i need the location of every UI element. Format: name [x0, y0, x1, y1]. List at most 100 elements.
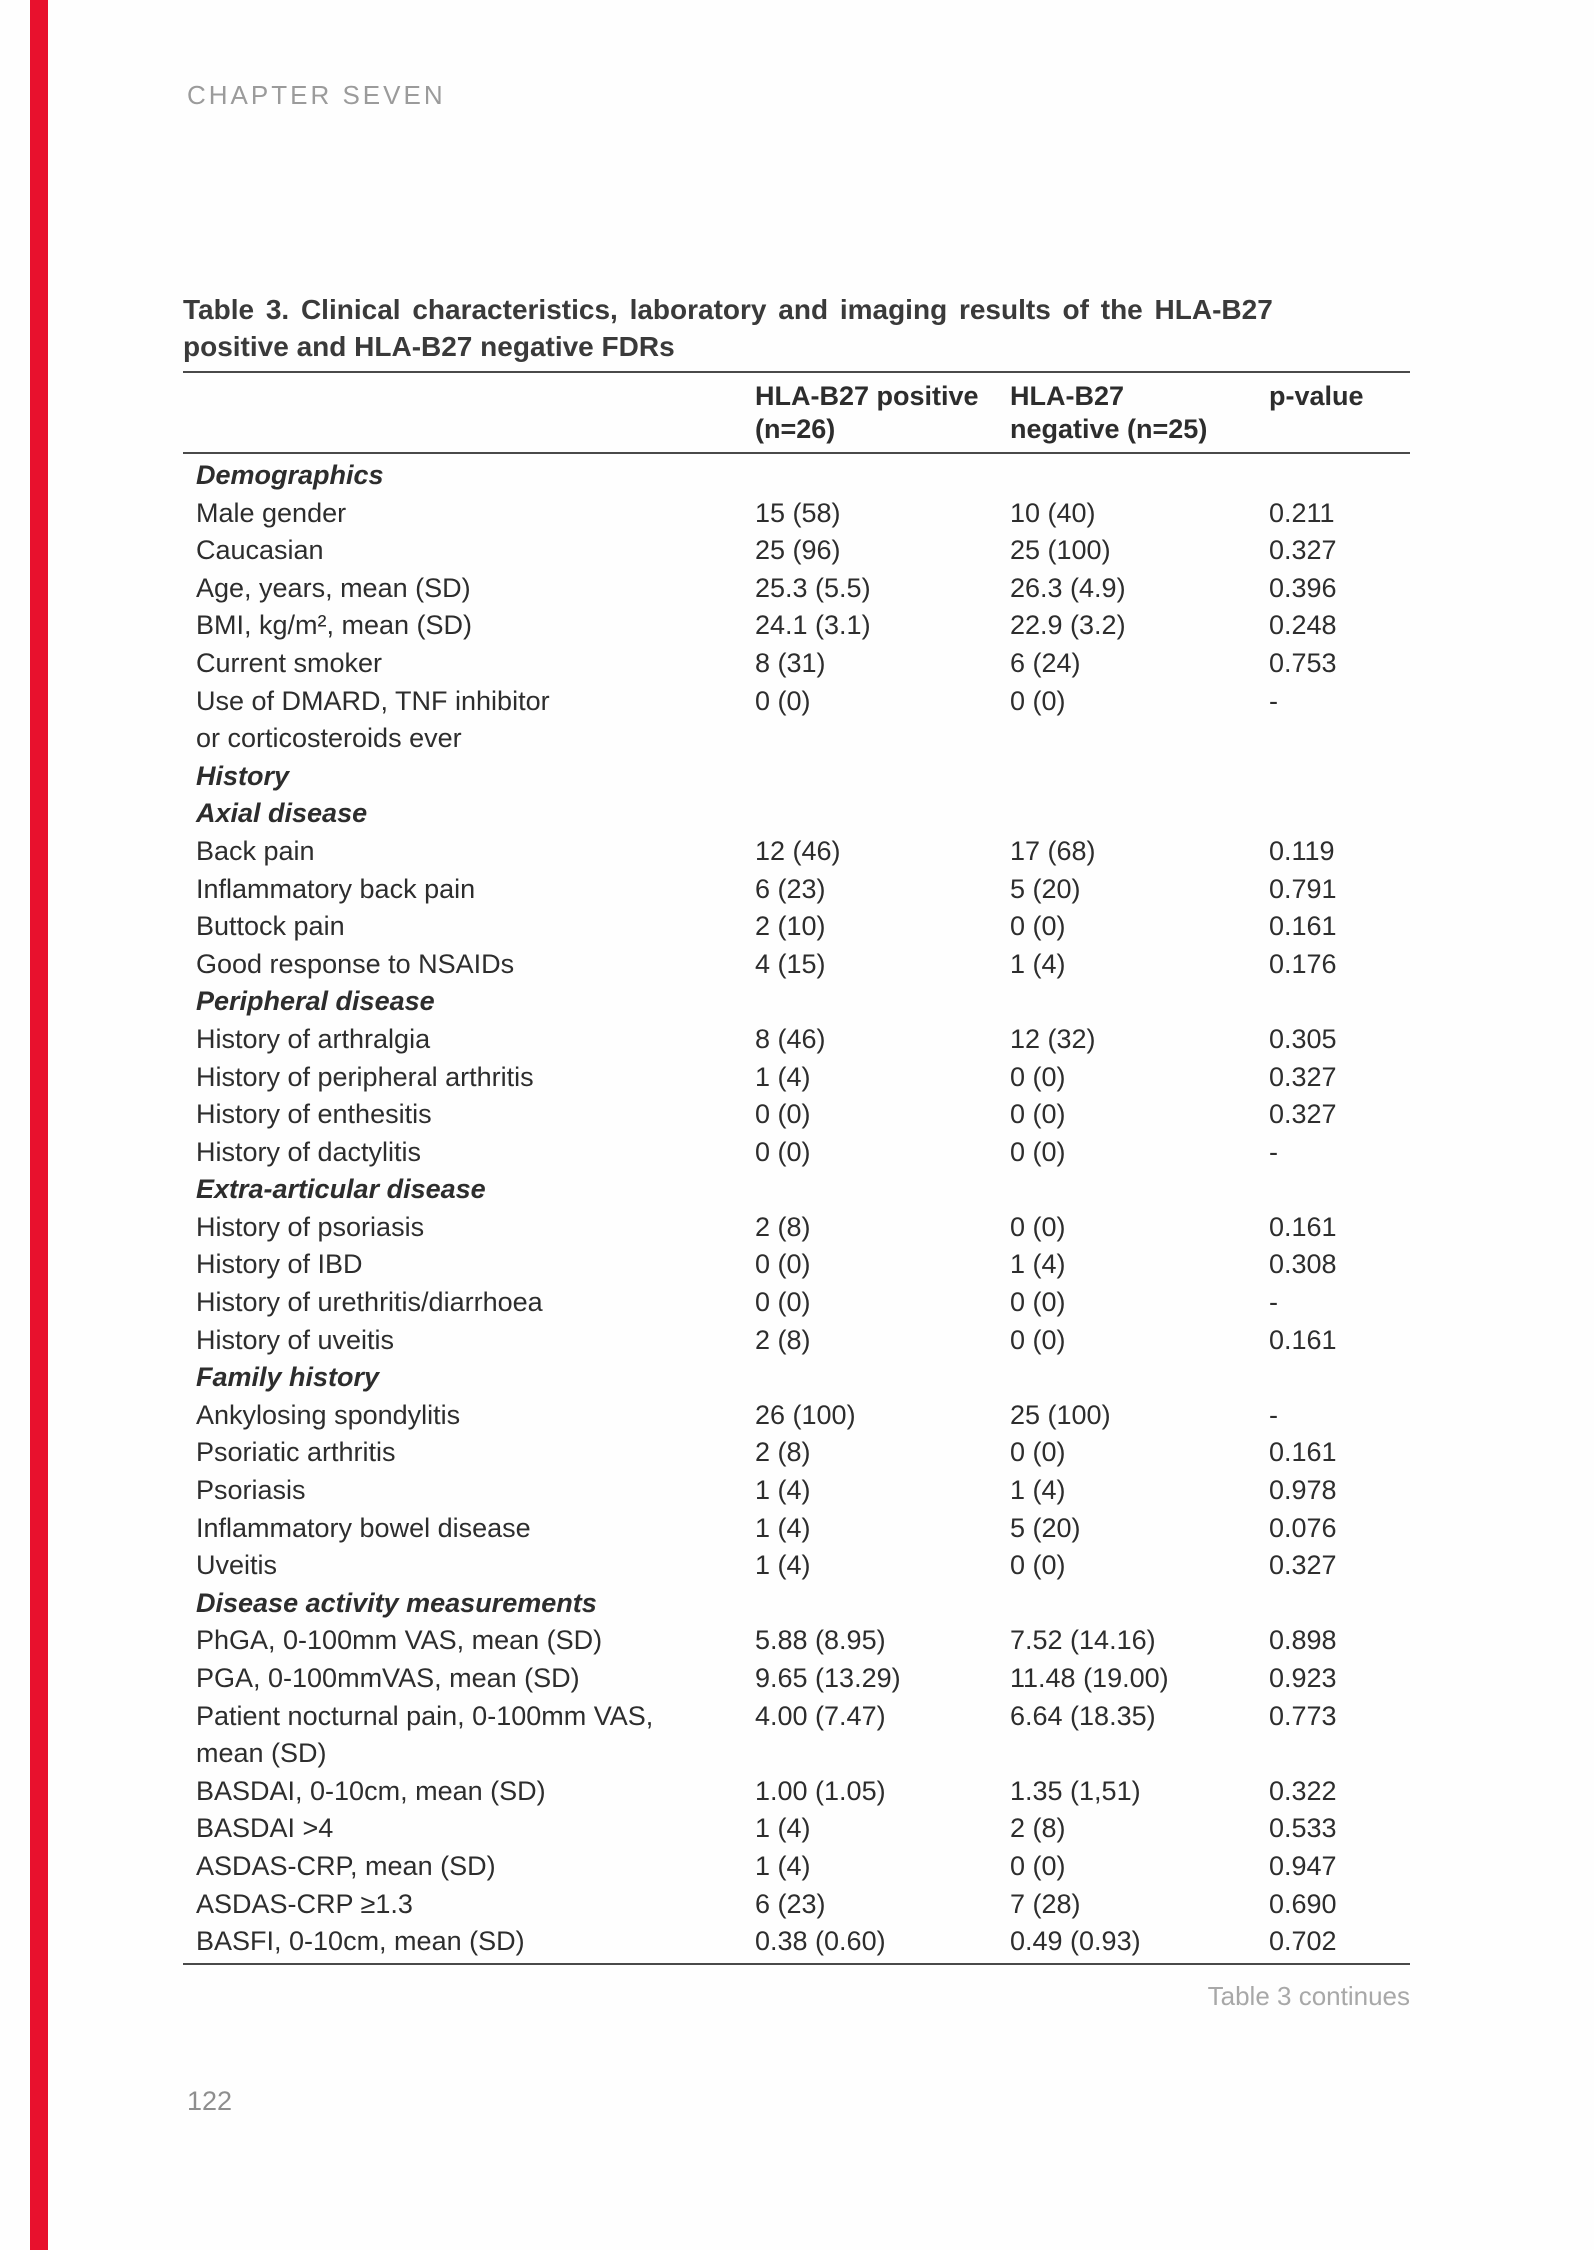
table-row: Ankylosing spondylitis 26 (100) 25 (100)…: [183, 1397, 1410, 1435]
p-value: 0.396: [1269, 572, 1337, 603]
value-negative: 17 (68): [1010, 835, 1096, 866]
value-negative: 0 (0): [1010, 1324, 1066, 1355]
value-negative: 5 (20): [1010, 873, 1081, 904]
table-row: Age, years, mean (SD) 25.3 (5.5) 26.3 (4…: [183, 570, 1410, 608]
table-row: BASFI, 0-10cm, mean (SD) 0.38 (0.60) 0.4…: [183, 1923, 1410, 1961]
table-continues-note: Table 3 continues: [1207, 1980, 1410, 2011]
p-value: 0.176: [1269, 948, 1337, 979]
value-negative: 7 (28): [1010, 1888, 1081, 1919]
row-label: Extra-articular disease: [196, 1174, 486, 1205]
p-value: 0.327: [1269, 535, 1337, 566]
table-body: Demographics Male gender 15 (58) 10 (40)…: [183, 454, 1410, 1963]
value-negative: 25 (100): [1010, 535, 1111, 566]
p-value: 0.161: [1269, 911, 1337, 942]
table-3: Table 3. Clinical characteristics, labor…: [183, 291, 1410, 2012]
value-positive: 9.65 (13.29): [755, 1663, 901, 1693]
row-label: Age, years, mean (SD): [196, 572, 471, 603]
row-label: BASDAI, 0-10cm, mean (SD): [196, 1775, 546, 1806]
table-row: Extra-articular disease: [183, 1171, 1410, 1209]
value-positive: 2 (8): [755, 1324, 811, 1355]
row-label: PhGA, 0-100mm VAS, mean (SD): [196, 1625, 603, 1656]
row-label: ASDAS-CRP, mean (SD): [196, 1850, 496, 1881]
row-label: History of psoriasis: [196, 1211, 425, 1242]
table-row: Uveitis 1 (4) 0 (0) 0.327: [183, 1547, 1410, 1585]
value-positive: 0 (0): [755, 685, 811, 716]
p-value: 0.161: [1269, 1324, 1337, 1355]
value-positive: 4.00 (7.47): [755, 1700, 886, 1731]
value-negative: 0 (0): [1010, 1061, 1066, 1092]
row-label: Psoriasis: [196, 1475, 306, 1506]
table-row: Current smoker 8 (31) 6 (24) 0.753: [183, 645, 1410, 683]
value-positive: 8 (31): [755, 647, 826, 678]
value-positive: 6 (23): [755, 873, 826, 904]
value-negative: 1 (4): [1010, 1249, 1066, 1280]
table-row: History of psoriasis 2 (8) 0 (0) 0.161: [183, 1209, 1410, 1247]
value-negative: 0 (0): [1010, 1099, 1066, 1130]
table-header-row: HLA-B27 positive (n=26) HLA-B27 negative…: [183, 373, 1410, 452]
value-negative: 0 (0): [1010, 1850, 1066, 1881]
page-number: 122: [187, 2086, 233, 2116]
table-row: Back pain 12 (46) 17 (68) 0.119: [183, 833, 1410, 871]
column-header-positive: HLA-B27 positive (n=26): [755, 381, 979, 444]
table-row: ASDAS-CRP ≥1.3 6 (23) 7 (28) 0.690: [183, 1886, 1410, 1924]
table-row: Inflammatory back pain 6 (23) 5 (20) 0.7…: [183, 871, 1410, 909]
row-label: Buttock pain: [196, 911, 345, 942]
value-negative: 25 (100): [1010, 1399, 1111, 1430]
table-row: Male gender 15 (58) 10 (40) 0.211: [183, 495, 1410, 533]
p-value: -: [1269, 685, 1278, 716]
value-positive: 1 (4): [755, 1550, 811, 1581]
value-positive: 0 (0): [755, 1249, 811, 1280]
table-top-rule: [183, 371, 1410, 373]
p-value: 0.211: [1269, 497, 1335, 528]
row-label: BMI, kg/m², mean (SD): [196, 610, 473, 641]
p-value: 0.327: [1269, 1550, 1337, 1581]
value-positive: 1 (4): [755, 1475, 811, 1506]
value-positive: 0 (0): [755, 1287, 811, 1318]
table-row: BASDAI >4 1 (4) 2 (8) 0.533: [183, 1810, 1410, 1848]
row-label: History of IBD: [196, 1249, 363, 1280]
row-label: History of uveitis: [196, 1324, 395, 1355]
value-positive: 25.3 (5.5): [755, 572, 871, 603]
value-negative: 0 (0): [1010, 685, 1066, 716]
p-value: 0.327: [1269, 1099, 1337, 1130]
value-negative: 7.52 (14.16): [1010, 1625, 1156, 1656]
value-negative: 12 (32): [1010, 1023, 1096, 1054]
value-positive: 1 (4): [755, 1512, 811, 1543]
value-negative: 26.3 (4.9): [1010, 572, 1126, 603]
table-row: History of enthesitis 0 (0) 0 (0) 0.327: [183, 1096, 1410, 1134]
value-positive: 26 (100): [755, 1399, 856, 1430]
row-label-line2: or corticosteroids ever: [196, 723, 462, 754]
value-negative: 10 (40): [1010, 497, 1096, 528]
value-positive: 1 (4): [755, 1813, 811, 1844]
table-row: Psoriatic arthritis 2 (8) 0 (0) 0.161: [183, 1434, 1410, 1472]
table-row: PhGA, 0-100mm VAS, mean (SD) 5.88 (8.95)…: [183, 1622, 1410, 1660]
table-row: History of arthralgia 8 (46) 12 (32) 0.3…: [183, 1021, 1410, 1059]
value-negative: 1.35 (1,51): [1010, 1775, 1141, 1806]
row-label: Uveitis: [196, 1550, 278, 1581]
table-title-line2: positive and HLA-B27 negative FDRs: [183, 331, 675, 362]
p-value: 0.690: [1269, 1888, 1337, 1919]
value-negative: 0.49 (0.93): [1010, 1926, 1141, 1957]
value-positive: 2 (8): [755, 1437, 811, 1468]
p-value: 0.753: [1269, 647, 1337, 678]
row-label: Inflammatory back pain: [196, 873, 476, 904]
value-negative: 1 (4): [1010, 1475, 1066, 1506]
p-value: 0.947: [1269, 1850, 1337, 1881]
value-negative: 0 (0): [1010, 1287, 1066, 1318]
value-positive: 15 (58): [755, 497, 841, 528]
column-header-negative: HLA-B27 negative (n=25): [1010, 381, 1208, 444]
p-value: 0.305: [1269, 1023, 1337, 1054]
value-negative: 6.64 (18.35): [1010, 1700, 1156, 1731]
table-row: Inflammatory bowel disease 1 (4) 5 (20) …: [183, 1510, 1410, 1548]
row-label: Demographics: [196, 460, 384, 490]
table-row: History of peripheral arthritis 1 (4) 0 …: [183, 1059, 1410, 1097]
value-negative: 22.9 (3.2): [1010, 610, 1126, 641]
row-label: Current smoker: [196, 647, 383, 678]
p-value: 0.308: [1269, 1249, 1337, 1280]
table-row: Disease activity measurements: [183, 1585, 1410, 1623]
row-label: BASFI, 0-10cm, mean (SD): [196, 1926, 525, 1957]
row-label: Inflammatory bowel disease: [196, 1512, 531, 1543]
p-value: 0.322: [1269, 1775, 1337, 1806]
p-value: 0.076: [1269, 1512, 1337, 1543]
row-label: Back pain: [196, 835, 315, 866]
